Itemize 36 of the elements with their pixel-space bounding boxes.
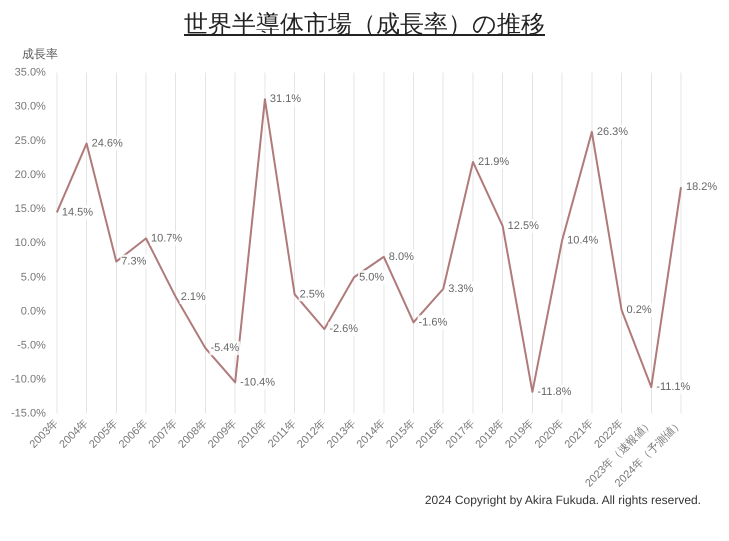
text: 2024 Copyright by Akira Fukuda. All rights reserved. <box>424 493 701 507</box>
data-label: 26.3% <box>596 126 628 138</box>
data-label: 18.2% <box>686 181 718 194</box>
data-label: -10.4% <box>240 376 276 388</box>
data-label: -5.4% <box>210 342 240 354</box>
data-label: 3.3% <box>448 282 474 295</box>
data-label: 0.2% <box>626 304 652 316</box>
data-label: -11.1% <box>656 381 691 394</box>
y-tick-label: 0.0% <box>20 305 46 318</box>
data-label: 12.5% <box>508 220 540 232</box>
y-tick-label: -15.0% <box>10 408 46 420</box>
y-tick-label: 15.0% <box>14 203 46 216</box>
data-label: -1.6% <box>418 316 448 328</box>
data-label: -2.6% <box>329 323 358 336</box>
data-label: 10.7% <box>151 232 182 244</box>
data-label: 2.1% <box>180 291 206 304</box>
y-tick-label: 20.0% <box>14 168 46 181</box>
y-tick-label: 35.0% <box>14 66 46 79</box>
y-tick-label: -10.0% <box>10 374 46 386</box>
y-tick-label: 30.0% <box>14 100 46 113</box>
data-label: 8.0% <box>388 250 414 263</box>
y-tick-label: 10.0% <box>14 237 46 250</box>
y-tick-label: -5.0% <box>17 340 46 352</box>
data-label: 21.9% <box>478 156 510 168</box>
data-label: 7.3% <box>121 256 147 268</box>
y-axis-title: 成長率 <box>22 46 59 63</box>
y-tick-label: 25.0% <box>14 134 46 147</box>
data-label: 10.4% <box>567 234 599 246</box>
data-label: 5.0% <box>359 271 384 284</box>
y-tick-label: 5.0% <box>20 271 46 284</box>
chart-title: 世界半導体市場（成長率）の推移 <box>183 10 546 40</box>
data-label: 31.1% <box>270 93 302 106</box>
data-label: 24.6% <box>92 138 123 150</box>
data-label: -11.8% <box>537 386 572 398</box>
data-label: 2.5% <box>300 288 325 300</box>
data-label: 14.5% <box>62 206 94 218</box>
